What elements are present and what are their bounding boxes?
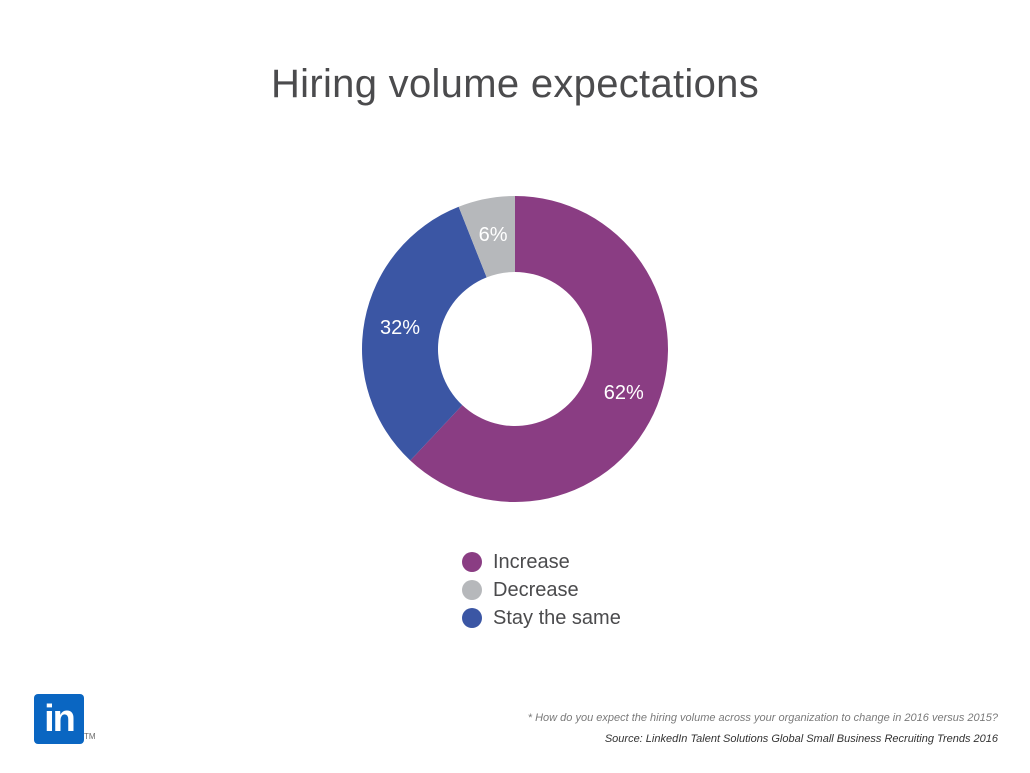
donut-slice-decrease — [458, 196, 515, 278]
data-label-increase: 62% — [604, 382, 644, 404]
donut-slice-increase — [410, 196, 668, 502]
linkedin-logo-icon: in — [34, 694, 84, 744]
legend-swatch-stay-the-same — [462, 608, 482, 628]
legend-swatch-increase — [462, 552, 482, 572]
legend-item-increase: Increase — [462, 548, 621, 576]
source-citation: Source: LinkedIn Talent Solutions Global… — [604, 733, 998, 745]
chart-title: Hiring volume expectations — [270, 62, 760, 106]
legend-item-decrease: Decrease — [462, 576, 621, 604]
survey-question-footnote: * How do you expect the hiring volume ac… — [527, 712, 998, 724]
trademark-symbol: TM — [84, 732, 96, 741]
data-label-decrease: 6% — [479, 224, 508, 246]
logo-mark: in — [34, 694, 84, 744]
legend-item-stay-the-same: Stay the same — [462, 604, 621, 632]
chart-legend: Increase Decrease Stay the same — [462, 548, 621, 632]
legend-label-stay-the-same: Stay the same — [493, 606, 621, 629]
legend-label-decrease: Decrease — [493, 578, 579, 601]
data-label-stay-the-same: 32% — [380, 317, 420, 339]
donut-slice-stay-the-same — [362, 206, 487, 461]
legend-swatch-decrease — [462, 580, 482, 600]
legend-label-increase: Increase — [493, 550, 570, 573]
